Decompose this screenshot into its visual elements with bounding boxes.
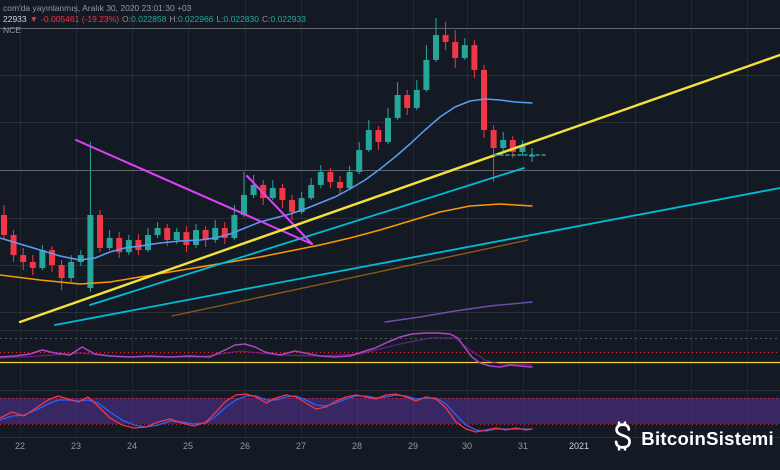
axis-label: 25 [183,441,193,451]
grid-lines [0,0,780,438]
trendline-orange-faint [171,239,529,317]
axis-label: 27 [296,441,306,451]
axis-label: 24 [127,441,137,451]
pane-separators [0,330,780,438]
axis-label: 23 [71,441,81,451]
overlay-lines-below [54,187,780,326]
ma-orange [0,203,533,285]
time-axis: 22 23 24 25 26 27 28 29 30 31 2021 [15,441,589,451]
indicator1-main [0,332,533,368]
overlay-lines-above [0,53,780,324]
candles [1,17,535,293]
axis-label: 31 [518,441,528,451]
ma-purple-low [384,301,533,323]
brand-name: BitcoinSistemi [641,427,774,449]
trendline-cyan-long [54,187,780,326]
ma-blue [0,98,533,261]
stoch-k-red [0,393,533,433]
axis-label: 29 [408,441,418,451]
axis-label: 28 [352,441,362,451]
indicator-pane-1 [0,332,780,368]
axis-label: 26 [240,441,250,451]
indicator-pane-2 [0,393,780,433]
axis-label: 2021 [569,441,589,451]
stoch-band [0,398,780,424]
axis-label: 30 [462,441,472,451]
trendline-cyan-steep [89,167,525,306]
trendline-magenta-upper [75,139,313,245]
trendline-yellow [18,53,780,324]
axis-label: 22 [15,441,25,451]
trendline-magenta-lower [246,175,313,245]
bitcoinsistemi-watermark: BitcoinSistemi [612,420,774,457]
bitcoinsistemi-logo-icon [612,420,634,457]
